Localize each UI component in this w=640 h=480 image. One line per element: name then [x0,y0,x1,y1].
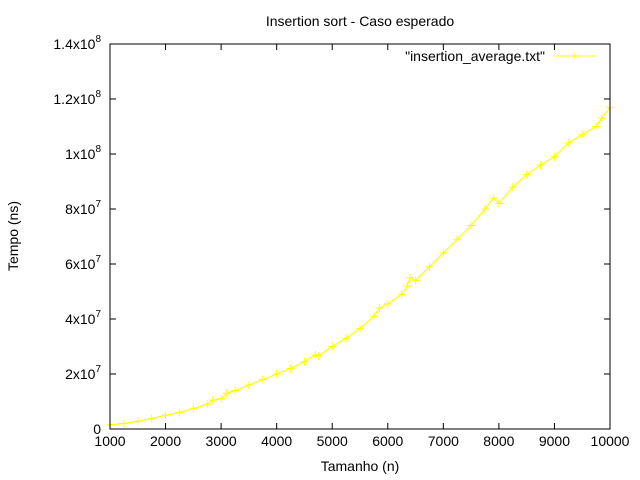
plot-frame [109,43,611,430]
data-point [578,130,587,139]
data-point [369,312,378,321]
y-tick-label: 4x107 [65,309,101,327]
data-point [203,400,212,409]
x-tick-label: 1000 [94,433,125,449]
data-point [383,299,392,308]
y-tick-label: 8x107 [65,199,101,217]
y-tick-label: 1.4x108 [53,34,101,52]
data-point [208,396,217,405]
data-point [300,357,309,366]
y-tick-label: 1.2x108 [53,89,101,107]
y-axis-label: Tempo (ns) [5,201,21,271]
data-point [175,408,184,417]
data-point [189,404,198,413]
data-point [453,235,462,244]
y-tick-label: 1x108 [65,144,101,162]
y-tick-label: 6x107 [65,254,101,272]
legend-label: "insertion_average.txt" [405,48,545,64]
data-point [481,205,489,213]
data-point [425,262,434,271]
data-point [356,324,364,333]
x-tick-label: 3000 [206,433,237,449]
data-point [133,417,142,426]
data-point [522,170,531,179]
x-tick-label: 5000 [317,433,348,449]
data-point [147,414,156,423]
x-tick-label: 8000 [483,433,514,449]
data-point [217,394,226,403]
data-point [161,411,170,420]
data-point [328,342,337,351]
y-tick-label: 0 [93,421,101,437]
data-point [258,375,267,384]
data-point [592,122,601,131]
data-point [244,381,253,389]
data-point [489,194,498,202]
x-tick-label: 7000 [428,433,459,449]
y-axis: 0 2x107 4x107 6x107 8x107 1x108 1.2x108 1.4x108 [53,34,610,437]
data-point [403,282,412,290]
x-tick-label: 10000 [591,433,630,449]
data-point [536,161,545,169]
x-tick-label: 2000 [150,433,181,449]
x-axis-label: Tamanho (n) [321,458,400,474]
data-point [550,152,559,161]
x-tick-label: 9000 [539,433,570,449]
data-point [439,249,448,257]
data-point [564,139,573,147]
y-tick-label: 2x107 [65,364,101,382]
legend: "insertion_average.txt" [405,48,596,64]
data-point [494,199,503,208]
data-point [411,276,420,285]
x-tick-label: 6000 [372,433,403,449]
data-point [286,364,295,373]
data-point [375,304,384,312]
data-point [272,370,281,378]
data-point [406,273,414,282]
data-point [597,114,606,123]
data-point [222,389,231,398]
data-point [342,334,351,343]
data-point [508,183,517,191]
x-tick-label: 4000 [261,433,292,449]
data-point [314,352,323,361]
x-axis: 1000 2000 3000 4000 5000 6000 7000 8000 9000 1000… [94,44,630,449]
data-point [467,221,476,230]
data-point [397,290,406,299]
data-point [231,386,239,395]
plot-area [106,103,614,429]
data-point [119,419,128,428]
chart-title: Insertion sort - Caso esperado [266,13,455,29]
